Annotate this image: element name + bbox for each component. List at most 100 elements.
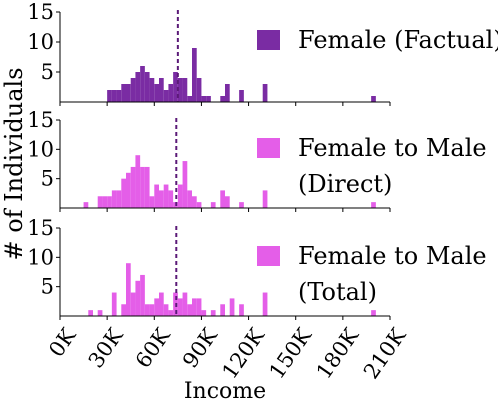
histogram-bar [140,166,145,208]
histogram-bar [182,78,188,102]
y-tick-label: 15 [27,0,54,24]
legend-label: Female (Factual) [298,26,498,54]
histogram-bar [182,161,188,208]
histogram-bar [220,96,225,102]
histogram-bar [154,298,159,316]
histogram-bar [163,304,169,316]
histogram-bar [116,190,122,208]
histogram-bar [168,310,174,316]
histogram-bar [225,84,230,102]
histogram-bar [220,190,225,208]
histogram-bar [163,90,169,102]
histogram-bar [135,280,141,316]
legend-swatch [257,30,280,50]
histogram-bar [126,84,131,102]
y-tick-label: 10 [27,245,54,269]
histogram-bar [97,196,103,208]
histogram-bar [126,263,131,316]
histogram-bar [149,196,155,208]
histogram-bar [192,298,197,316]
histogram-bar [149,78,155,102]
x-tick-label: 90K [178,324,222,373]
histogram-bar [177,298,183,316]
legend-label: Female to Male [298,134,487,162]
histogram-bar [210,202,216,208]
histogram-bar [135,155,141,208]
histogram-bar [159,78,164,102]
histogram-bar [262,84,268,102]
histogram-bar [168,84,174,102]
histogram-bar [163,184,169,208]
histogram-bar [140,66,145,102]
histogram-bar [225,196,230,208]
x-tick-label: 60K [131,324,175,373]
histogram-bar [168,190,174,208]
y-tick-label: 5 [41,167,54,191]
histogram-bar [97,310,103,316]
histogram-bar [371,96,376,102]
y-tick-label: 10 [27,30,54,54]
histogram-bar [192,48,197,102]
histogram-bar [149,304,155,316]
histogram-bar [107,90,112,102]
histogram-bar [187,190,192,208]
x-tick-label: 120K [217,324,269,384]
histogram-bar [111,190,117,208]
histogram-bar [83,202,89,208]
histogram-bar [154,84,159,102]
histogram-bar [210,310,216,316]
histogram-bar [154,184,159,208]
legend-label: Female to Male [298,242,487,270]
histogram-bar [177,78,183,102]
histogram-bar [229,298,235,316]
histogram-bar [116,90,122,102]
y-tick-label: 15 [27,108,54,132]
histogram-bar [173,72,178,102]
histogram-bar [196,78,202,102]
y-tick-label: 5 [41,275,54,299]
histogram-bar [130,78,136,102]
histogram-bar [196,298,202,316]
legend-label: (Total) [298,278,377,306]
x-axis-label: Income [184,379,266,404]
histogram-bar [159,292,164,316]
histogram-bar [206,96,211,102]
histogram-bar [187,96,192,102]
x-tick-label: 30K [84,324,128,373]
y-tick-label: 15 [27,216,54,240]
histogram-bar [144,72,150,102]
histogram-bar [262,292,268,316]
histogram-bar [177,184,183,208]
histogram-bar [144,304,150,316]
histogram-bar [201,96,207,102]
histogram-bar [371,202,376,208]
histogram-bar [239,202,244,208]
histogram-bar [371,310,376,316]
histogram-bar [121,304,126,316]
x-tick-label: 150K [265,324,317,384]
y-axis-label: # of Individuals [0,67,28,260]
histogram-bar [140,274,145,316]
y-tick-label: 5 [41,60,54,84]
histogram-bar [111,90,117,102]
x-tick-label: 180K [312,324,364,384]
histogram-bar [201,310,207,316]
legend-swatch [257,138,280,158]
histogram-bar [220,304,225,316]
histogram-bar [182,292,188,316]
histogram-bar [88,310,93,316]
histogram-bar [102,196,108,208]
histogram-bar [130,166,136,208]
histogram-bar [239,304,244,316]
histogram-bar [107,196,112,208]
legend-swatch [257,246,280,266]
histogram-bar [192,196,197,208]
histogram-bar [262,190,268,208]
legend-label: (Direct) [298,170,392,198]
histogram-bar [121,84,126,102]
histogram-bar [144,166,150,208]
histogram-bar [111,292,117,316]
histogram-bar [126,172,131,208]
histogram-bar [130,292,136,316]
